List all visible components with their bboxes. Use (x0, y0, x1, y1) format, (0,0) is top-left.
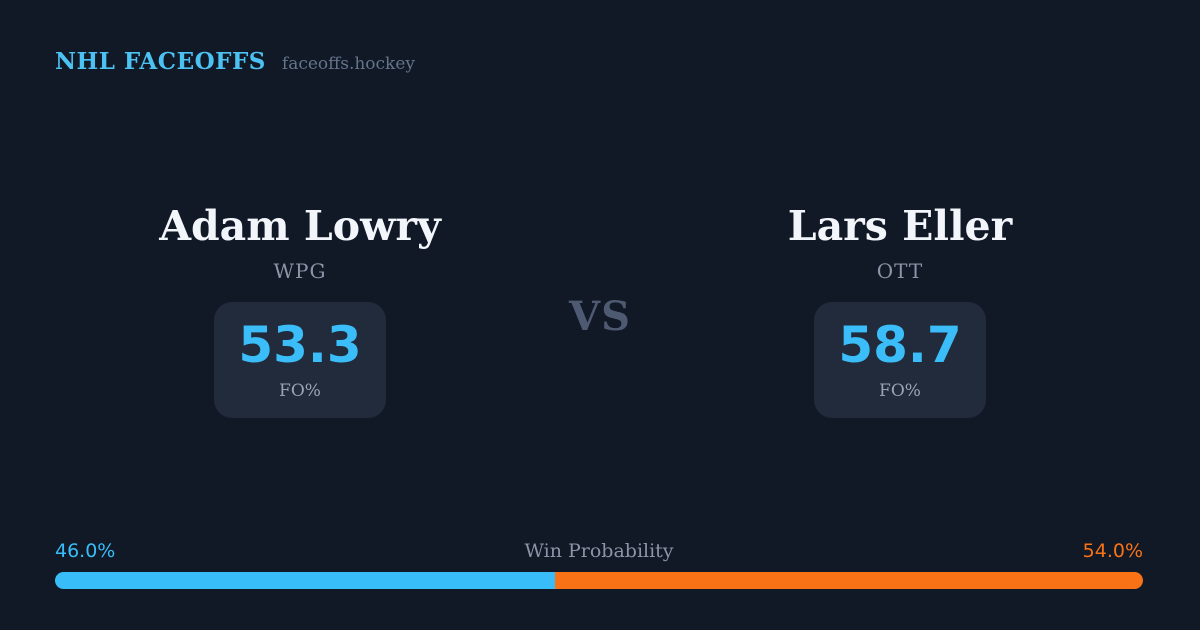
win-prob-bar-right-segment (555, 572, 1143, 589)
player-right-stat-value: 58.7 (838, 315, 962, 374)
player-right-stat-label: FO% (879, 380, 921, 401)
player-right-stat-card: 58.7 FO% (814, 302, 986, 419)
player-right-team: OTT (876, 259, 924, 284)
win-probability-bar (55, 572, 1143, 589)
header: NHL FACEOFFS faceoffs.hockey (55, 48, 415, 75)
matchup-section: Adam Lowry WPG 53.3 FO% VS Lars Eller OT… (0, 202, 1200, 435)
site-url: faceoffs.hockey (281, 54, 416, 74)
win-prob-left-percent: 46.0% (55, 540, 116, 562)
win-prob-right-percent: 54.0% (1082, 540, 1143, 562)
player-left-name: Adam Lowry (159, 202, 441, 250)
player-left-stat-card: 53.3 FO% (214, 302, 386, 419)
player-left-team: WPG (273, 259, 327, 284)
player-left-stat-label: FO% (279, 380, 321, 401)
player-right-name: Lars Eller (787, 202, 1013, 250)
win-probability-labels: 46.0% Win Probability 54.0% (55, 540, 1143, 562)
player-left: Adam Lowry WPG 53.3 FO% (100, 202, 500, 419)
player-left-stat-value: 53.3 (238, 315, 362, 374)
brand-title: NHL FACEOFFS (55, 48, 266, 75)
win-probability-title: Win Probability (524, 540, 674, 562)
vs-label: VS (569, 293, 631, 340)
win-probability-section: 46.0% Win Probability 54.0% (55, 540, 1143, 589)
player-right: Lars Eller OTT 58.7 FO% (700, 202, 1100, 419)
win-prob-bar-left-segment (55, 572, 556, 589)
